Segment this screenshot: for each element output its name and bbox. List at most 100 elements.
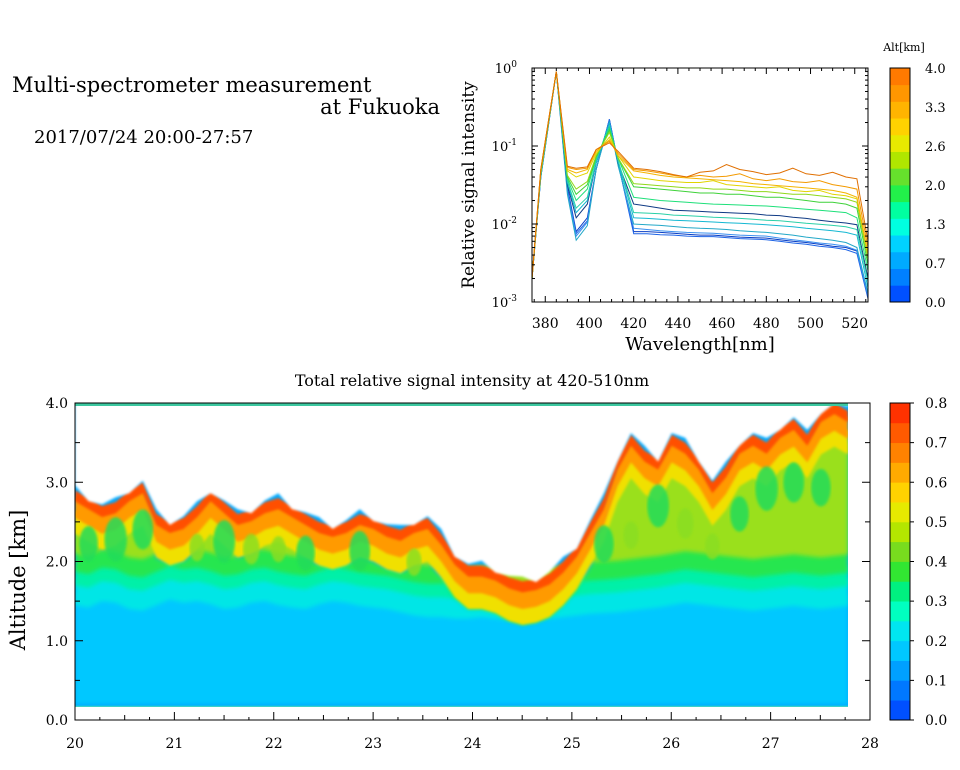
altitude-colorbar-label: 4.0 bbox=[925, 62, 946, 77]
heatmap-field bbox=[75, 403, 848, 707]
heatmap-cloud-patch bbox=[243, 533, 260, 565]
intensity-colorbar-label: 0.1 bbox=[925, 673, 947, 689]
heatmap-y-tick-label: 2.0 bbox=[46, 555, 68, 571]
altitude-colorbar-swatch bbox=[890, 151, 910, 169]
spectrum-x-axis: 380 400 420 440 460 480 500 520 bbox=[532, 68, 868, 332]
measurement-datetime: 2017/07/24 20:00-27:57 bbox=[34, 127, 254, 148]
altitude-colorbar-swatch bbox=[890, 134, 910, 152]
heatmap-y-tick-label: 3.0 bbox=[46, 475, 68, 491]
figure-title: Multi-spectrometer measurement at Fukuok… bbox=[12, 74, 440, 118]
heatmap-x-tick-label: 25 bbox=[563, 736, 581, 752]
altitude-colorbar-swatch bbox=[890, 84, 910, 102]
altitude-colorbar-label: 0.7 bbox=[925, 257, 946, 272]
intensity-colorbar: 0.0 0.1 0.2 0.3 0.4 0.5 0.6 0.7 0.8 bbox=[889, 396, 947, 729]
spectrum-x-tick-label: 440 bbox=[665, 316, 692, 332]
heatmap-cloud-patch bbox=[296, 535, 315, 571]
spectrum-y-axis: 10-3 10-2 10-1 100 bbox=[492, 60, 868, 311]
spectrum-series-9 bbox=[532, 71, 868, 279]
heatmap-cloud-patch bbox=[730, 496, 749, 532]
intensity-colorbar-swatch bbox=[890, 700, 910, 721]
heatmap-top-strip bbox=[75, 403, 848, 406]
spectrum-series-group bbox=[532, 71, 868, 299]
altitude-colorbar: 0.0 0.7 1.3 2.0 2.6 3.3 4.0 bbox=[889, 62, 946, 311]
heatmap-cloud-patch bbox=[705, 533, 720, 560]
spectrum-series-4 bbox=[532, 71, 868, 279]
altitude-colorbar-label: 0.0 bbox=[925, 296, 946, 311]
heatmap-x-tick-label: 20 bbox=[66, 736, 84, 752]
spectrum-series-11 bbox=[532, 71, 868, 279]
intensity-colorbar-swatch bbox=[890, 581, 910, 602]
heatmap-x-axis: 20 21 22 23 24 25 26 27 28 bbox=[66, 712, 879, 752]
heatmap-y-axis: 0.0 1.0 2.0 3.0 4.0 bbox=[46, 396, 870, 729]
intensity-colorbar-swatch bbox=[890, 482, 910, 503]
intensity-colorbar-label: 0.4 bbox=[925, 555, 947, 571]
spectrum-x-tick-label: 420 bbox=[620, 316, 647, 332]
spectrum-y-axis-label: Relative signal intensity bbox=[459, 81, 479, 289]
spectrum-series-6 bbox=[532, 71, 868, 283]
spectrum-series-7 bbox=[532, 71, 868, 279]
heatmap-cloud-patch bbox=[271, 536, 286, 563]
intensity-colorbar-swatch bbox=[890, 403, 910, 424]
altitude-colorbar-swatch bbox=[890, 168, 910, 186]
heatmap-y-axis-label: Altitude [km] bbox=[6, 510, 30, 652]
heatmap-x-tick-label: 22 bbox=[265, 736, 283, 752]
intensity-colorbar-swatch bbox=[890, 442, 910, 463]
altitude-colorbar-label: 3.3 bbox=[925, 101, 946, 116]
heatmap-cloud-patch bbox=[783, 462, 805, 503]
spectrum-series-3 bbox=[532, 71, 868, 294]
altitude-time-heatmap: Total relative signal intensity at 420-5… bbox=[6, 371, 947, 752]
heatmap-cloud-patch bbox=[132, 509, 154, 550]
heatmap-y-tick-label: 4.0 bbox=[46, 396, 68, 412]
altitude-colorbar-swatch bbox=[890, 268, 910, 286]
heatmap-y-tick-label: 1.0 bbox=[46, 634, 68, 650]
heatmap-cloud-patch bbox=[755, 466, 778, 511]
spectrum-x-axis-label: Wavelength[nm] bbox=[625, 334, 775, 355]
altitude-colorbar-swatch bbox=[890, 201, 910, 219]
heatmap-cloud-patch bbox=[647, 484, 670, 528]
intensity-colorbar-label: 0.5 bbox=[925, 515, 947, 531]
spectrum-x-tick-label: 380 bbox=[532, 316, 559, 332]
intensity-colorbar-swatch bbox=[890, 422, 910, 444]
heatmap-clear-sky bbox=[75, 403, 848, 583]
spectrum-series-5 bbox=[532, 71, 868, 289]
altitude-colorbar-swatch bbox=[890, 101, 910, 119]
spectrum-series-1 bbox=[532, 71, 868, 299]
heatmap-cloud-patch bbox=[623, 521, 639, 549]
spectrum-y-tick-label: 10-3 bbox=[492, 294, 518, 311]
spectrum-x-tick-label: 480 bbox=[753, 316, 780, 332]
heatmap-x-tick-label: 21 bbox=[165, 736, 183, 752]
heatmap-cloud-patch bbox=[349, 530, 371, 572]
spectrum-x-tick-label: 460 bbox=[709, 316, 736, 332]
intensity-colorbar-swatch bbox=[890, 462, 910, 483]
heatmap-x-tick-label: 26 bbox=[662, 736, 680, 752]
spectrum-y-tick-label: 100 bbox=[495, 60, 518, 77]
heatmap-cloud-patch bbox=[676, 508, 694, 539]
spectrum-y-tick-label: 10-1 bbox=[492, 138, 517, 155]
spectrum-y-tick-label: 10-2 bbox=[492, 216, 517, 233]
spectrum-x-tick-label: 520 bbox=[841, 316, 868, 332]
intensity-colorbar-label: 0.7 bbox=[925, 436, 947, 452]
spectrum-series-13 bbox=[532, 71, 868, 279]
spectrum-series-0 bbox=[532, 71, 868, 296]
intensity-colorbar-swatch bbox=[890, 660, 910, 681]
heatmap-bottom-strip bbox=[75, 705, 848, 707]
title-line-2: at Fukuoka bbox=[320, 95, 440, 119]
spectrum-series-8 bbox=[532, 71, 868, 279]
altitude-colorbar-frame bbox=[889, 67, 911, 303]
heatmap-cloud-patch bbox=[594, 525, 614, 563]
intensity-colorbar-swatch bbox=[890, 601, 910, 622]
altitude-colorbar-swatch bbox=[890, 285, 910, 303]
altitude-colorbar-title: Alt[km] bbox=[882, 41, 925, 54]
intensity-colorbar-swatch bbox=[890, 541, 910, 562]
intensity-colorbar-swatch bbox=[890, 561, 910, 582]
spectrum-x-tick-label: 400 bbox=[576, 316, 603, 332]
intensity-colorbar-swatch bbox=[890, 680, 910, 701]
spectrum-x-tick-label: 500 bbox=[797, 316, 824, 332]
heatmap-cloud-patch bbox=[79, 526, 98, 562]
intensity-colorbar-label: 0.0 bbox=[925, 713, 947, 729]
intensity-colorbar-swatch bbox=[890, 502, 910, 523]
spectrum-series-2 bbox=[532, 71, 868, 296]
intensity-colorbar-swatch bbox=[890, 620, 910, 642]
altitude-colorbar-swatch bbox=[890, 218, 910, 236]
